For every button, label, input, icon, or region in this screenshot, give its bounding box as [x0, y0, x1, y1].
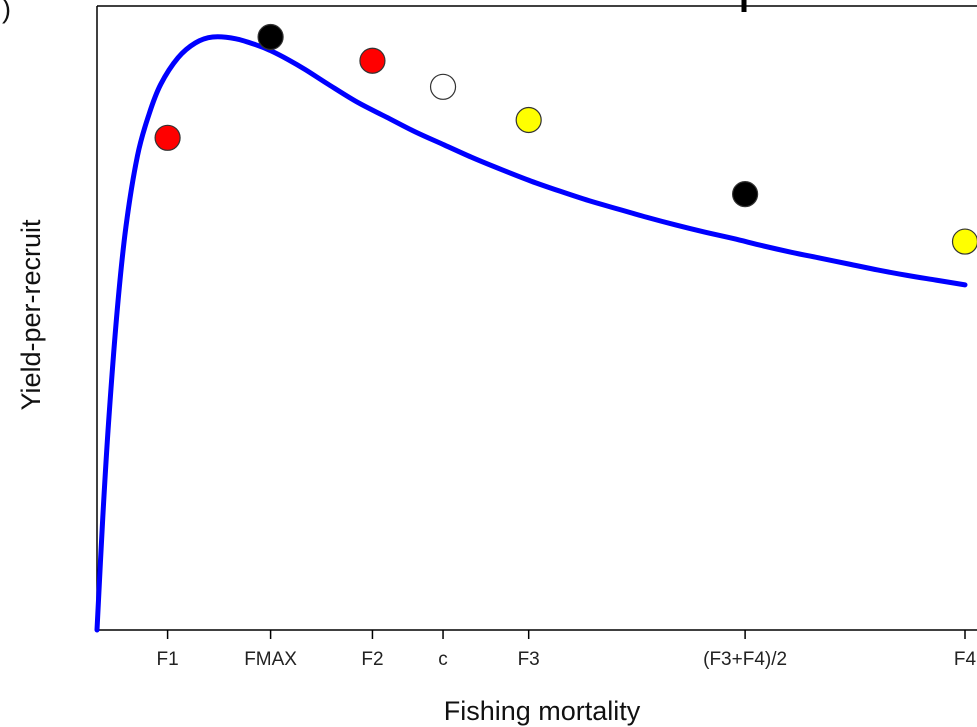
x-tick-label: (F3+F4)/2	[703, 649, 787, 670]
yield-curve-line	[94, 34, 968, 633]
marker-point	[429, 73, 457, 100]
y-axis-title: Yield-per-recruit	[16, 219, 46, 411]
x-ticks: F1 FMAX F2 c F3 (F3+F4)/2 F4	[157, 630, 977, 670]
marker-points	[154, 23, 977, 255]
marker-point	[732, 181, 759, 208]
x-tick-label: F3	[518, 649, 540, 670]
x-tick-label: F2	[361, 649, 383, 670]
marker-point	[515, 106, 542, 134]
x-tick-label: c	[438, 649, 448, 670]
plot-frame	[96, 0, 977, 631]
marker-point	[359, 47, 386, 74]
marker-point	[154, 124, 181, 151]
marker-point	[951, 228, 977, 255]
x-axis-title: Fishing mortality	[444, 696, 641, 726]
x-tick-label: F4	[954, 649, 977, 670]
x-tick-label: FMAX	[244, 649, 297, 670]
panel-label-fragment: )	[2, 0, 11, 24]
curve-layer	[94, 34, 968, 633]
marker-point	[257, 23, 284, 51]
x-tick-label: F1	[157, 649, 179, 670]
